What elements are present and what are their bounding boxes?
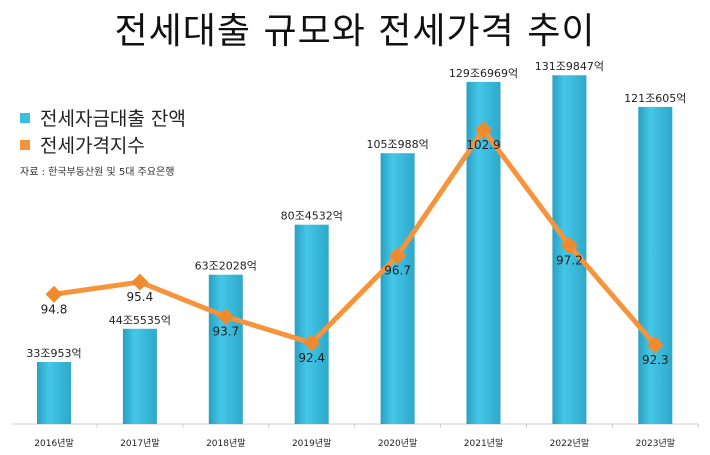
source-note: 자료 : 한국부동산원 및 5대 주요은행 [20,167,175,178]
x-tick-label: 2019년말 [292,437,331,449]
index-point [560,237,578,255]
index-label: 94.8 [41,302,68,316]
index-point [389,247,407,265]
bar-label: 33조953억 [26,347,81,360]
bar [208,274,243,424]
bar-label: 131조9847억 [535,60,604,73]
legend-swatch [20,112,30,123]
index-label: 92.3 [642,353,669,367]
index-label: 97.2 [556,254,583,268]
index-point [303,334,321,352]
index-point [131,273,149,291]
legend-item-loan: 전세자금대출 잔액 [20,104,186,131]
x-tick-label: 2018년말 [206,437,245,449]
bar [466,81,501,424]
bar [37,362,71,424]
index-point [45,285,63,303]
index-label: 95.4 [127,290,154,304]
legend-label: 전세가격지수 [40,135,145,157]
bar [122,328,157,424]
chart-title: 전세대출 규모와 전세가격 추이 [114,11,596,52]
x-tick-label: 2022년말 [550,437,589,449]
bar-label: 121조605억 [624,92,686,105]
x-tick-label: 2016년말 [34,437,73,449]
bar [638,106,673,424]
legend-label: 전세자금대출 잔액 [40,108,186,130]
index-point [475,121,492,139]
bar-label: 63조2028억 [195,260,257,273]
bar-label: 105조988억 [366,138,428,151]
bar-label: 129조6969억 [449,67,518,80]
x-tick-label: 2020년말 [378,437,417,449]
index-label: 92.4 [298,351,325,365]
x-tick-label: 2017년말 [120,437,159,449]
bar-label: 44조5535억 [109,314,171,327]
index-label: 102.9 [466,138,500,152]
index-point [217,308,235,326]
index-label: 93.7 [212,325,239,339]
x-tick-label: 2021년말 [464,437,503,449]
index-point [646,336,664,354]
bar [380,153,415,424]
bar [294,224,329,424]
index-line [53,127,658,347]
bar-label: 80조4532억 [281,210,343,223]
legend-swatch [20,139,30,150]
x-tick-label: 2023년말 [636,437,675,449]
legend-item-index: 전세가격지수 [20,131,145,158]
index-label: 96.7 [384,264,411,278]
